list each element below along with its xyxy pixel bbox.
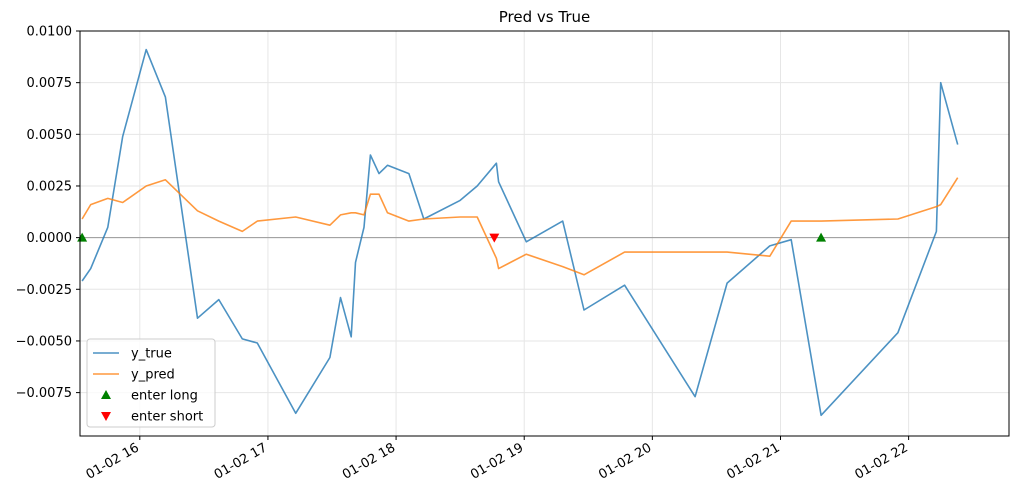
x-tick-label: 01-02 21 <box>724 440 782 482</box>
y-tick-label: 0.0100 <box>27 25 73 40</box>
grid <box>80 30 1009 436</box>
series-layer <box>81 48 959 417</box>
enter-long-marker <box>816 232 827 242</box>
legend-item-enter-long: enter long <box>131 389 198 404</box>
legend-box <box>86 338 216 428</box>
chart-title: Pred vs True <box>499 8 590 26</box>
x-tick-label: 01-02 22 <box>853 440 911 482</box>
legend-swatch <box>101 390 111 399</box>
legend-item-enter-short: enter short <box>131 410 203 425</box>
y-tick-label: −0.0025 <box>16 283 72 298</box>
x-tick-label: 01-02 16 <box>84 440 142 482</box>
legend-swatch <box>101 412 111 421</box>
legend-item-y_true: y_true <box>131 347 172 362</box>
y-tick-label: 0.0050 <box>27 128 73 143</box>
x-tick-label: 01-02 19 <box>468 440 526 482</box>
enter-short-marker <box>489 233 500 243</box>
series-line-y_true <box>81 48 959 417</box>
x-tick-label: 01-02 18 <box>340 440 398 482</box>
x-axis: 01-02 16 01-02 17 01-02 18 01-02 19 01-02 20… <box>84 436 911 483</box>
y-tick-label: 0.0025 <box>27 179 73 194</box>
legend-item-y_pred: y_pred <box>131 368 175 383</box>
x-tick-label: 01-02 20 <box>596 440 654 482</box>
axes-frame <box>79 30 1010 437</box>
y-tick-label: 0.0075 <box>27 76 73 91</box>
series-line-y_pred <box>81 177 959 276</box>
y-tick-label: −0.0050 <box>16 334 72 349</box>
x-tick-label: 01-02 17 <box>212 440 270 482</box>
y-axis: 0.0100 0.0075 0.0050 0.0025 0.0000 −0.0025 −0.… <box>16 25 80 401</box>
y-tick-label: 0.0000 <box>27 231 73 246</box>
y-tick-label: −0.0075 <box>16 386 72 401</box>
